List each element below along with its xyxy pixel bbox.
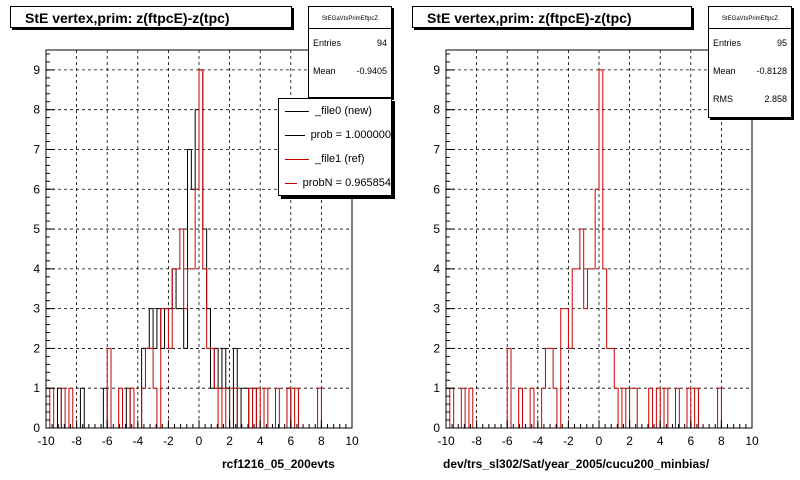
stats-value: 94 — [376, 38, 387, 48]
stats-label: Entries — [313, 38, 342, 48]
stats-row-entries-right: Entries 95 — [709, 29, 791, 57]
x-tick-label: -10 — [37, 434, 55, 448]
x-axis-title-left: rcf1216_05_200evts — [222, 457, 335, 471]
x-tick-label: 0 — [196, 434, 203, 448]
stats-row-entries-left: Entries 94 — [309, 29, 391, 57]
legend-label: probN = 0.965854 — [302, 177, 391, 189]
x-tick-label: 10 — [345, 434, 359, 448]
x-tick-label: 2 — [226, 434, 233, 448]
y-tick-label: 1 — [33, 381, 40, 395]
y-tick-label: 1 — [433, 381, 440, 395]
y-tick-label: 7 — [33, 142, 40, 156]
y-tick-label: 2 — [433, 341, 440, 355]
x-tick-label: 4 — [257, 434, 264, 448]
stats-row-rms-right: RMS 2.858 — [709, 85, 791, 113]
y-tick-label: 2 — [33, 341, 40, 355]
x-tick-label: -4 — [132, 434, 143, 448]
x-tick-label: -2 — [563, 434, 574, 448]
stats-label: Mean — [713, 66, 736, 76]
y-tick-label: 9 — [433, 63, 440, 77]
legend-entry-ref: _file1 (ref) — [279, 147, 391, 171]
stats-box-left: StEGaVtxPrimEftpcZ Entries 94 Mean -0.94… — [308, 6, 392, 98]
x-tick-label: -8 — [71, 434, 82, 448]
histogram-plot-right: -10 -8 -6 -4 -2 0 2 4 6 8 10 0 1 2 3 4 5 6 7 8 9 — [433, 49, 759, 448]
stats-value: 2.858 — [764, 94, 787, 104]
legend-label: prob = 1.000000 — [310, 129, 391, 141]
y-tick-label: 3 — [33, 302, 40, 316]
stats-row-mean-left: Mean -0.9405 — [309, 57, 391, 85]
x-tick-label: 4 — [657, 434, 664, 448]
x-tick-label: 8 — [718, 434, 725, 448]
y-tick-label: 0 — [33, 421, 40, 435]
stats-header-left: StEGaVtxPrimEftpcZ — [309, 7, 391, 29]
y-tick-label: 5 — [433, 222, 440, 236]
y-tick-label: 5 — [33, 222, 40, 236]
stats-value: -0.9405 — [356, 66, 387, 76]
x-tick-label: 0 — [596, 434, 603, 448]
y-tick-label: 9 — [33, 63, 40, 77]
stats-row-mean-right: Mean -0.8128 — [709, 57, 791, 85]
x-tick-label: 10 — [745, 434, 759, 448]
y-tick-label: 4 — [433, 262, 440, 276]
stats-header-right: StEGaVtxPrimEftpcZ — [709, 7, 791, 29]
stats-value: 95 — [776, 38, 787, 48]
stats-label: Entries — [713, 38, 742, 48]
y-tick-label: 4 — [33, 262, 40, 276]
y-tick-label: 7 — [433, 142, 440, 156]
x-tick-label: 2 — [626, 434, 633, 448]
legend-entry-prob: prob = 1.000000 — [279, 123, 391, 147]
chart-title-right: StE vertex,prim: z(ftpcE)-z(tpc) — [412, 6, 692, 28]
legend-line-icon — [285, 134, 305, 136]
stats-value: -0.8128 — [756, 66, 787, 76]
legend-line-icon — [285, 182, 297, 184]
legend-entry-probn: probN = 0.965854 — [279, 171, 391, 195]
y-tick-label: 6 — [433, 182, 440, 196]
x-tick-label: -6 — [102, 434, 113, 448]
y-tick-label: 8 — [433, 103, 440, 117]
chart-title-left: StE vertex,prim: z(ftpcE)-z(tpc) — [10, 6, 292, 28]
x-tick-label: -6 — [502, 434, 513, 448]
y-tick-label: 6 — [33, 182, 40, 196]
y-tick-label: 8 — [33, 103, 40, 117]
legend-line-icon — [285, 158, 309, 160]
histogram-panel-right: -10 -8 -6 -4 -2 0 2 4 6 8 10 0 1 2 3 4 5 6 7 8 9 StE vertex,… — [400, 0, 800, 480]
x-axis-title-right: dev/trs_sl302/Sat/year_2005/cucu200_minb… — [443, 457, 710, 471]
histogram-panel-left: -10 -8 -6 -4 -2 0 2 4 6 8 10 0 1 2 3 4 5 6 7 8 9 StE vertex,… — [10, 6, 392, 471]
legend-line-icon — [285, 110, 309, 112]
legend-left: _file0 (new) prob = 1.000000 _file1 (ref… — [278, 98, 392, 196]
legend-label: _file0 (new) — [315, 105, 372, 117]
y-tick-label: 3 — [433, 302, 440, 316]
x-tick-label: -8 — [471, 434, 482, 448]
stats-label: RMS — [713, 94, 733, 104]
x-tick-label: 6 — [287, 434, 294, 448]
x-tick-label: 8 — [318, 434, 325, 448]
x-tick-label: -10 — [437, 434, 455, 448]
legend-entry-new: _file0 (new) — [279, 99, 391, 123]
x-tick-label: -4 — [532, 434, 543, 448]
x-tick-label: -2 — [163, 434, 174, 448]
stats-box-right: StEGaVtxPrimEftpcZ Entries 95 Mean -0.81… — [708, 6, 792, 118]
y-tick-label: 0 — [433, 421, 440, 435]
stats-label: Mean — [313, 66, 336, 76]
x-tick-label: 6 — [687, 434, 694, 448]
legend-label: _file1 (ref) — [315, 153, 365, 165]
